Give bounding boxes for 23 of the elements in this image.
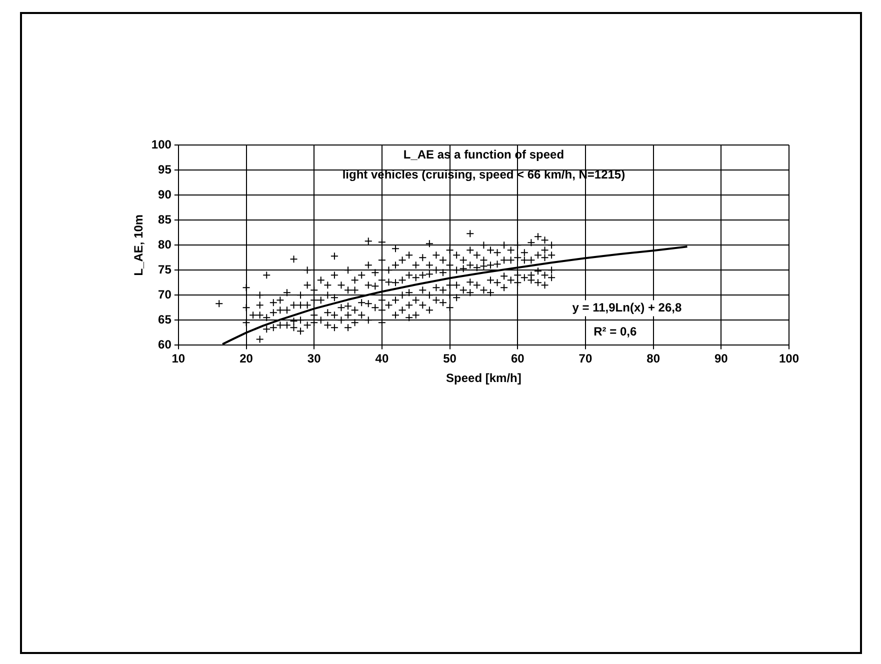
y-tick-label: 65 bbox=[158, 312, 172, 326]
x-tick-label: 60 bbox=[510, 352, 525, 366]
x-tick-label: 20 bbox=[240, 352, 254, 366]
annotation: R² = 0,6 bbox=[594, 324, 637, 339]
x-tick-label: 30 bbox=[307, 352, 322, 366]
x-tick-label: 70 bbox=[578, 352, 592, 366]
y-tick-label: 95 bbox=[158, 162, 172, 176]
x-tick-label: 80 bbox=[646, 352, 660, 366]
y-tick-label: 60 bbox=[158, 338, 172, 352]
x-axis-title: Speed [km/h] bbox=[446, 371, 522, 386]
y-axis-title: L_AE, 10m bbox=[132, 214, 146, 276]
y-tick-label: 90 bbox=[158, 187, 172, 202]
annotation: y = 11,9Ln(x) + 26,8 bbox=[572, 300, 682, 315]
x-tick-label: 100 bbox=[778, 352, 800, 366]
x-tick-label: 40 bbox=[375, 352, 389, 366]
x-tick-label: 50 bbox=[443, 352, 457, 366]
y-tick-label: 70 bbox=[158, 287, 172, 302]
x-tick-label: 10 bbox=[172, 352, 186, 366]
x-tick-label: 90 bbox=[714, 352, 728, 366]
y-tick-label: 80 bbox=[158, 237, 172, 252]
y-tick-label: 100 bbox=[151, 137, 172, 152]
y-tick-label: 75 bbox=[158, 262, 172, 276]
y-tick-label: 85 bbox=[158, 212, 172, 226]
